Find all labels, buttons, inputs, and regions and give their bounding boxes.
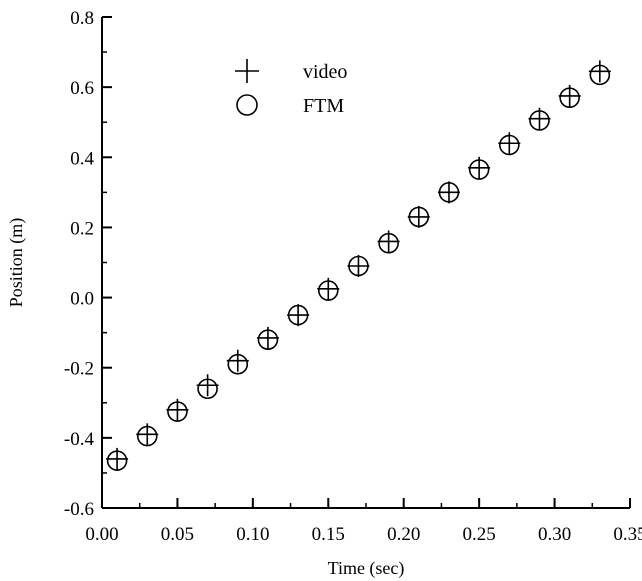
x-tick-label: 0.00 xyxy=(85,524,118,545)
ftm-point xyxy=(136,425,158,447)
x-tick-label: 0.35 xyxy=(613,524,642,545)
ftm-point xyxy=(197,378,218,400)
y-tick-label: -0.4 xyxy=(64,429,95,450)
y-axis-title: Position (m) xyxy=(6,218,27,308)
y-tick-label: 0.2 xyxy=(70,218,94,239)
x-tick-label: 0.05 xyxy=(161,524,194,545)
legend-label: FTM xyxy=(303,95,344,117)
y-tick-label: 0.0 xyxy=(70,289,94,310)
ftm-point xyxy=(438,182,460,203)
y-tick-label: 0.4 xyxy=(70,148,94,169)
video-point xyxy=(407,205,430,228)
video-point xyxy=(437,181,460,204)
legend: video FTM xyxy=(235,59,347,117)
x-tick-label: 0.20 xyxy=(387,524,420,545)
ftm-point xyxy=(348,255,369,277)
ftm-point xyxy=(559,87,580,108)
video-point xyxy=(226,349,249,372)
x-axis-title: Time (sec) xyxy=(328,558,405,579)
x-tick-label: 0.10 xyxy=(236,524,269,545)
video-point xyxy=(588,60,611,83)
ftm-point xyxy=(106,450,128,471)
x-tick-label: 0.25 xyxy=(463,524,496,545)
legend-ftm-marker xyxy=(236,94,258,116)
video-point xyxy=(196,374,219,397)
legend-label: video xyxy=(303,61,347,83)
ftm-point xyxy=(529,110,550,131)
ftm-point xyxy=(257,329,279,350)
ftm-point xyxy=(468,159,490,180)
ftm-point xyxy=(378,232,399,254)
x-tick-label: 0.15 xyxy=(312,524,345,545)
video-point xyxy=(287,304,310,327)
ftm-point xyxy=(589,64,611,86)
y-tick-label: 0.8 xyxy=(70,8,94,29)
ftm-point xyxy=(317,280,339,301)
y-tick-label: -0.6 xyxy=(64,499,94,520)
ftm-point xyxy=(167,401,188,422)
data-points xyxy=(106,60,611,471)
legend-video-marker xyxy=(235,59,259,83)
ticks: 0.00 0.05 0.10 0.15 0.20 0.25 0.30 0.35 -0.6 -0.4… xyxy=(64,8,642,545)
y-tick-label: -0.2 xyxy=(64,359,94,380)
ftm-point xyxy=(499,134,520,156)
ftm-point xyxy=(408,206,430,228)
video-point xyxy=(347,255,370,278)
axes xyxy=(101,17,630,509)
y-tick-label: 0.6 xyxy=(70,78,94,99)
ftm-point xyxy=(287,304,309,326)
ftm-point xyxy=(227,353,249,375)
x-tick-label: 0.30 xyxy=(538,524,571,545)
